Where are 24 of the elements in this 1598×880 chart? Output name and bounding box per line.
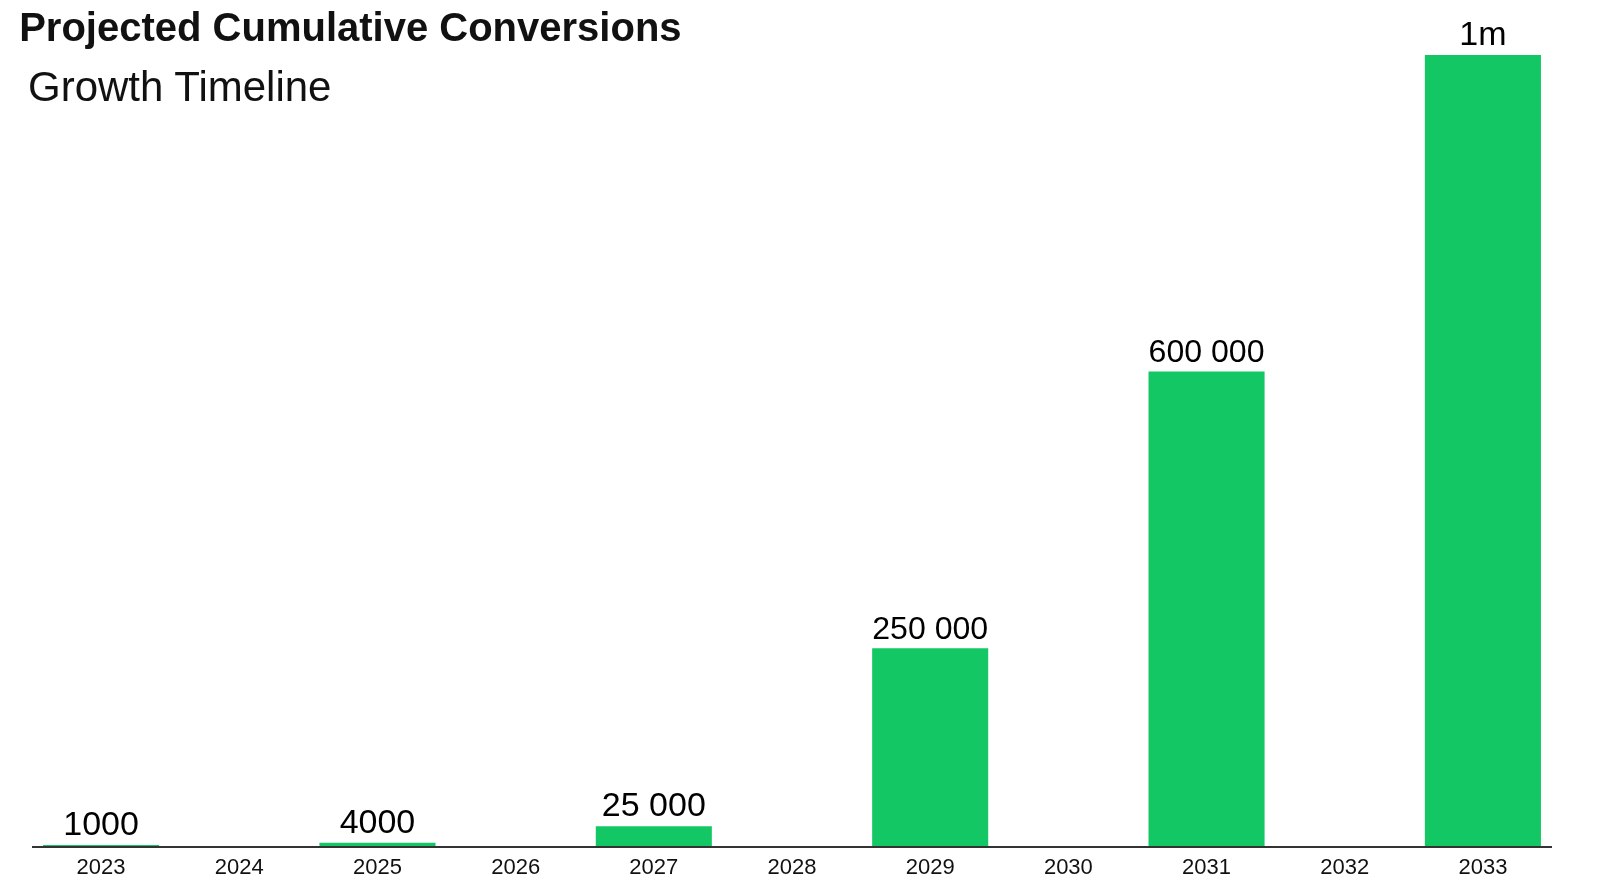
data-label: 250 000 xyxy=(872,609,989,646)
chart-subtitle: Growth Timeline xyxy=(28,63,332,110)
x-tick-label: 2025 xyxy=(352,854,402,880)
x-tick-label: 2023 xyxy=(76,854,126,880)
x-tick-label: 2032 xyxy=(1320,854,1370,880)
x-tick-label: 2024 xyxy=(214,854,264,880)
data-label: 1000 xyxy=(63,804,139,842)
data-label: 4000 xyxy=(339,801,416,840)
bar xyxy=(319,842,436,846)
x-tick-label: 2031 xyxy=(1182,854,1232,880)
bar xyxy=(1424,55,1541,846)
data-label: 1m xyxy=(1459,14,1507,52)
x-tick-label: 2027 xyxy=(629,854,679,880)
x-tick-label: 2026 xyxy=(491,854,541,880)
data-label: 25 000 xyxy=(601,785,706,824)
bar xyxy=(872,648,989,846)
x-tick-label: 2028 xyxy=(767,854,817,880)
x-tick-label: 2030 xyxy=(1043,854,1093,880)
x-tick-label: 2029 xyxy=(905,854,955,880)
data-label: 600 000 xyxy=(1148,332,1265,369)
bar xyxy=(595,826,712,846)
x-tick-label: 2033 xyxy=(1458,854,1508,880)
bar xyxy=(1148,371,1265,846)
chart-title: Projected Cumulative Conversions xyxy=(19,5,682,50)
